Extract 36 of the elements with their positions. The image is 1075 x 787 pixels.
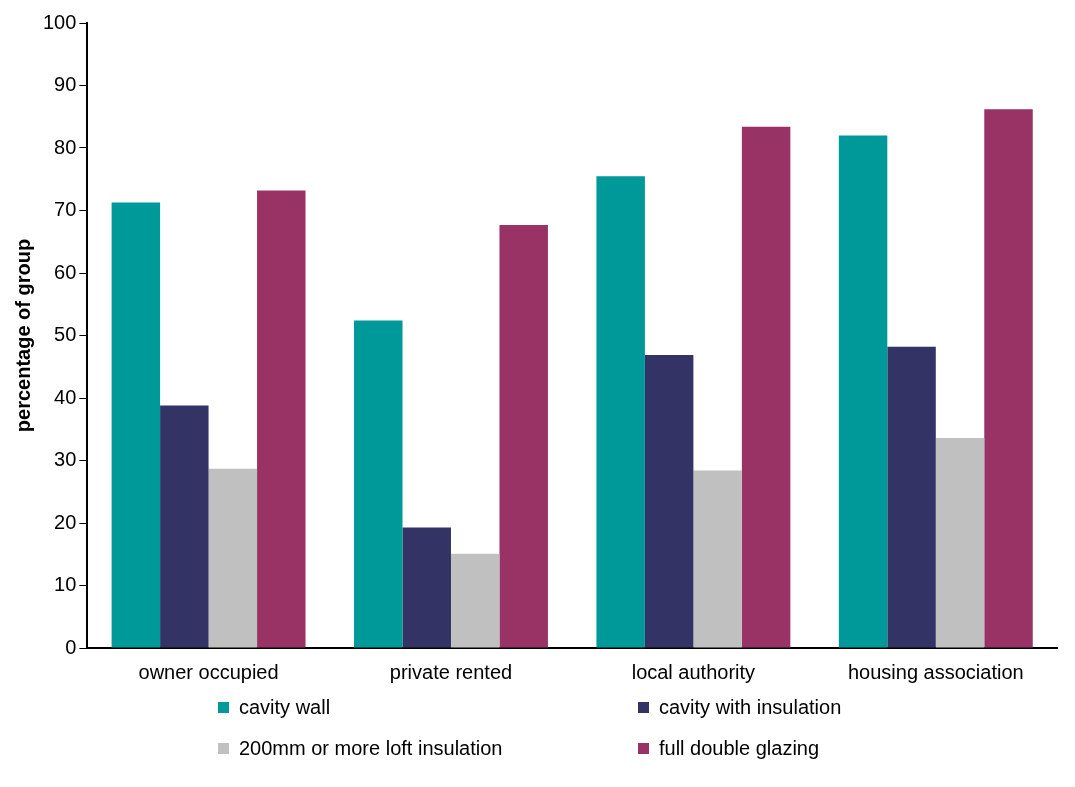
bar xyxy=(693,470,742,648)
x-tick-label: owner occupied xyxy=(138,660,279,683)
x-tick-label: housing association xyxy=(847,660,1024,683)
bar xyxy=(208,468,258,648)
legend-label: full double glazing xyxy=(659,737,820,760)
y-tick-label: 30 xyxy=(54,448,77,471)
bar xyxy=(354,320,403,648)
y-axis-title: percentage of group xyxy=(11,238,34,433)
bar xyxy=(257,190,306,648)
y-tick-label: 90 xyxy=(54,73,77,96)
bar xyxy=(644,354,694,648)
x-tick-label: private rented xyxy=(389,660,513,683)
bar xyxy=(741,126,791,648)
y-tick-label: 10 xyxy=(54,573,77,596)
bar xyxy=(160,405,209,648)
bar xyxy=(450,553,500,648)
y-tick-label: 50 xyxy=(54,323,77,346)
legend-label: cavity wall xyxy=(239,696,331,719)
legend-label: cavity with insulation xyxy=(659,696,842,719)
y-tick-label: 60 xyxy=(54,260,77,283)
bar xyxy=(838,135,888,648)
y-tick-label: 100 xyxy=(42,10,77,33)
bar xyxy=(111,202,161,648)
y-tick-label: 40 xyxy=(54,385,77,408)
bar xyxy=(499,224,548,648)
bar xyxy=(887,346,936,648)
y-tick-label: 0 xyxy=(65,635,77,658)
bar xyxy=(935,438,985,648)
x-tick-label: local authority xyxy=(631,660,756,683)
y-tick-label: 80 xyxy=(54,135,77,158)
bar xyxy=(984,109,1033,648)
y-tick-label: 20 xyxy=(54,510,77,533)
bar xyxy=(402,527,451,648)
y-tick-label: 70 xyxy=(54,198,77,221)
legend-label: 200mm or more loft insulation xyxy=(239,737,503,760)
bar xyxy=(596,176,645,648)
